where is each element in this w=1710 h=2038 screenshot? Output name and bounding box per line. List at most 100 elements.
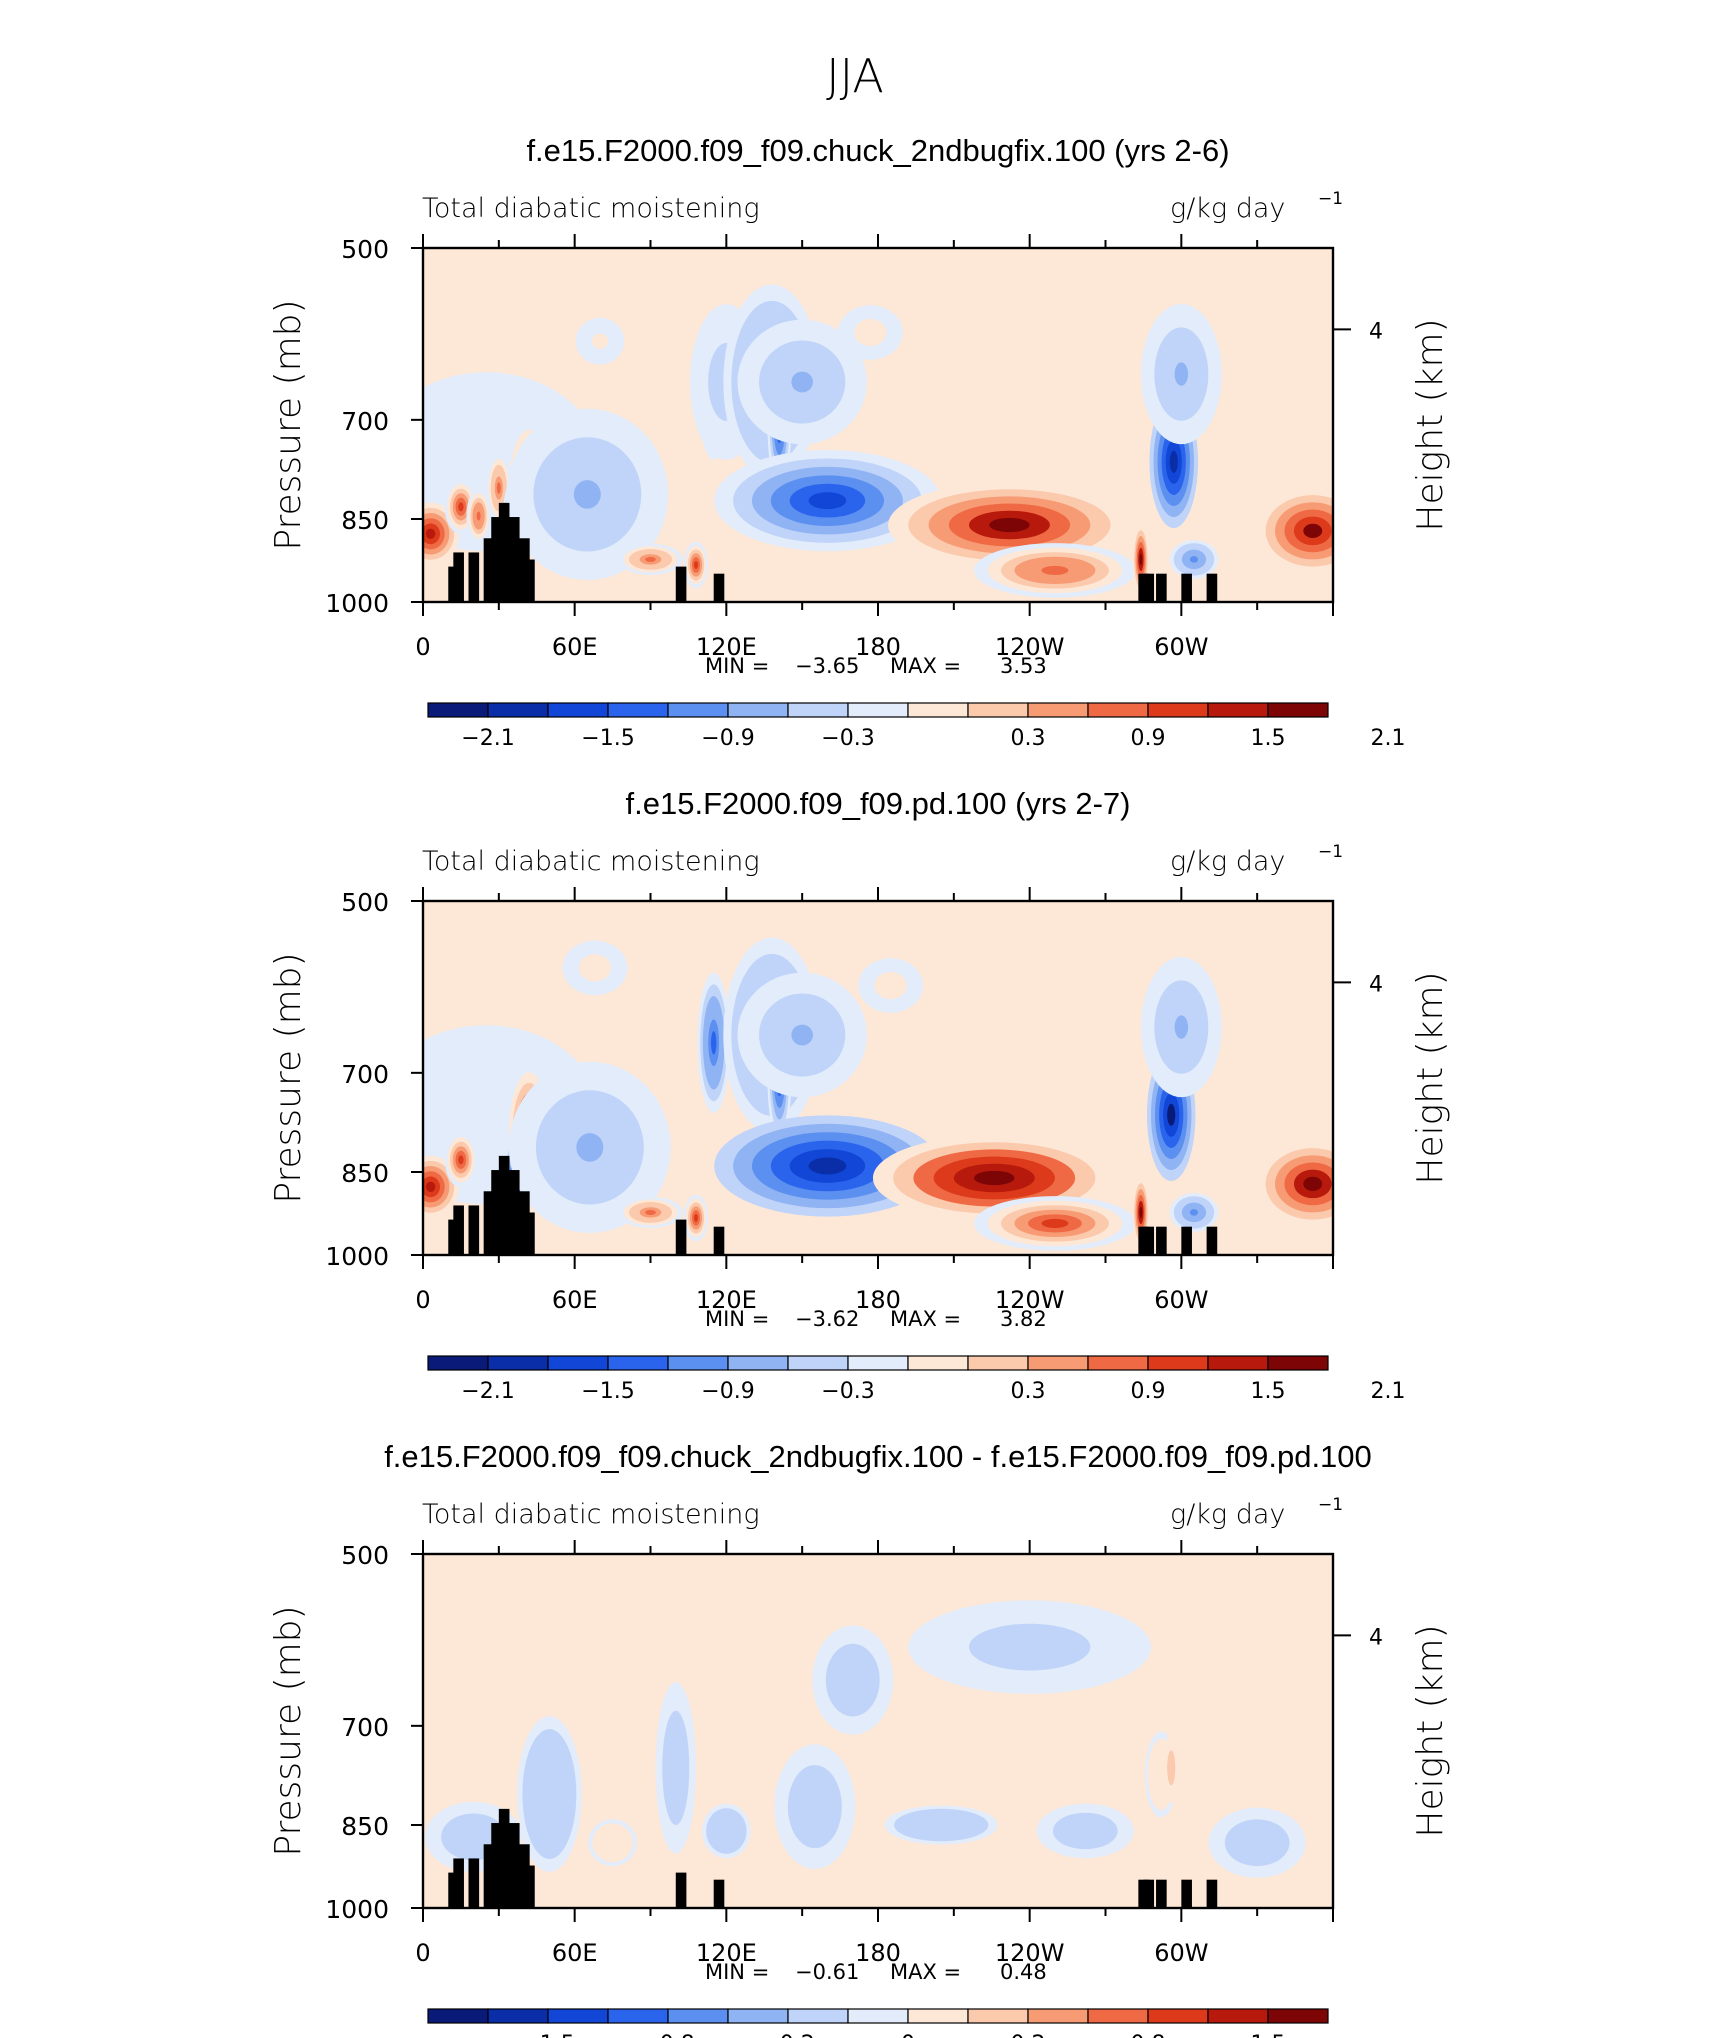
y-tick-label: 1000 (325, 1895, 389, 1924)
colorbar-label: −1.5 (521, 2032, 574, 2038)
y-tick-label: 1000 (325, 1242, 389, 1271)
x-tick-label: 120E (696, 633, 757, 661)
colorbar-label: −0.9 (701, 1379, 754, 1404)
colorbar-swatch (847, 1355, 909, 1371)
topography (1206, 573, 1218, 602)
y2-tick-label: 4 (1369, 1625, 1383, 1650)
topography (498, 502, 510, 602)
colorbar-swatch (1267, 1355, 1329, 1371)
topography (453, 1205, 464, 1255)
contour-blob (808, 1157, 847, 1175)
contour-blob (425, 1181, 436, 1192)
contour-blob (845, 1670, 860, 1690)
colorbar-swatch (847, 2008, 909, 2024)
contour-blob (1139, 553, 1143, 566)
contour-blob (808, 1796, 822, 1818)
units-label: g/kg day (1170, 846, 1285, 877)
topography (675, 1872, 687, 1908)
contour-blob (808, 492, 847, 510)
x-tick-label: 120E (696, 1286, 757, 1314)
colorbar-label: 0.3 (1011, 726, 1046, 751)
contour-blob (1169, 1762, 1173, 1774)
contour-blob (458, 1155, 464, 1165)
colorbar-label: 1.5 (1251, 1379, 1286, 1404)
colorbar-label: 0 (901, 2032, 915, 2038)
contour-blob (608, 1838, 617, 1847)
x-tick-label: 120W (995, 1286, 1065, 1314)
y-axis-label: Pressure (mb) (268, 1605, 309, 1856)
y-tick-label: 500 (341, 888, 389, 917)
contour-blob (722, 1826, 731, 1836)
colorbar-swatch (1147, 702, 1209, 718)
topography (453, 1858, 464, 1908)
y2-tick-label: 4 (1369, 319, 1383, 344)
y-axis-label: Pressure (mb) (268, 299, 309, 550)
contour-blob (589, 963, 601, 973)
colorbar-label: 0.9 (1131, 726, 1166, 751)
colorbar-swatch (967, 2008, 1029, 2024)
contour-blob (672, 1753, 680, 1783)
topography (675, 1219, 687, 1255)
colorbar-swatch (547, 702, 609, 718)
plot-area (423, 1554, 1333, 1908)
colorbar: −2.1 −1.5 −0.9 −0.3 0.3 0.9 1.5 2.1 (427, 1355, 1406, 1404)
contour-blob (496, 482, 501, 494)
y-tick-label: 500 (341, 235, 389, 264)
colorbar-swatch (1207, 1355, 1269, 1371)
colorbar-swatch (547, 1355, 609, 1371)
x-tick-label: 0 (415, 633, 430, 661)
topography (491, 1170, 502, 1255)
contour-blob (989, 517, 1030, 533)
colorbar-swatch (427, 1355, 489, 1371)
colorbar-swatch (967, 1355, 1029, 1371)
colorbar-swatch (907, 702, 969, 718)
y-tick-label: 500 (341, 1541, 389, 1570)
contour-blob (595, 337, 604, 346)
colorbar-swatch (1027, 702, 1089, 718)
contour-blob (931, 1821, 951, 1829)
panel-1: f.e15.F2000.f09_f09.chuck_2ndbugfix.100 … (268, 133, 1451, 751)
units-label: g/kg day (1170, 193, 1285, 224)
panel-3: f.e15.F2000.f09_f09.chuck_2ndbugfix.100 … (268, 1439, 1451, 2038)
contour-blob (1249, 1836, 1266, 1849)
colorbar-label: 1.5 (1251, 726, 1286, 751)
x-tick-label: 180 (855, 1939, 901, 1967)
colorbar-label: −0.2 (761, 2032, 814, 2038)
contour-blob (476, 511, 481, 521)
topography (508, 1823, 520, 1908)
y-tick-label: 850 (341, 1812, 389, 1841)
y-tick-label: 850 (341, 506, 389, 535)
y-tick-label: 700 (341, 1713, 389, 1742)
topography (1206, 1879, 1218, 1908)
x-tick-label: 60E (552, 1286, 598, 1314)
colorbar-swatch (1147, 2008, 1209, 2024)
topography (524, 559, 535, 602)
colorbar-swatch (487, 2008, 549, 2024)
contour-blob (458, 502, 464, 512)
topography (524, 1865, 535, 1908)
max-value: 3.82 (1000, 1307, 1047, 1331)
contour-blob (1158, 1767, 1164, 1782)
topography (1156, 573, 1167, 602)
max-label: MAX = (890, 1307, 961, 1331)
colorbar-swatch (427, 2008, 489, 2024)
variable-label: Total diabatic moistening (422, 1499, 760, 1530)
colorbar-label: −1.5 (581, 1379, 634, 1404)
colorbar-swatch (487, 1355, 549, 1371)
topography (713, 1226, 725, 1255)
colorbar-swatch (1267, 2008, 1329, 2024)
units-exponent: −1 (1318, 842, 1343, 862)
colorbar-label: −0.8 (641, 2032, 694, 2038)
min-value: −0.61 (795, 1960, 859, 1984)
figure-title: JJA (826, 49, 884, 103)
panel-title: f.e15.F2000.f09_f09.chuck_2ndbugfix.100 … (384, 1439, 1372, 1474)
contour-blob (1174, 1015, 1189, 1039)
contour-blob (465, 1831, 482, 1843)
colorbar-swatch (727, 2008, 789, 2024)
topography (498, 1808, 510, 1908)
colorbar-swatch (1207, 702, 1269, 718)
colorbar-label: −0.3 (821, 1379, 874, 1404)
topography (491, 517, 502, 602)
contour-blob (573, 480, 601, 509)
